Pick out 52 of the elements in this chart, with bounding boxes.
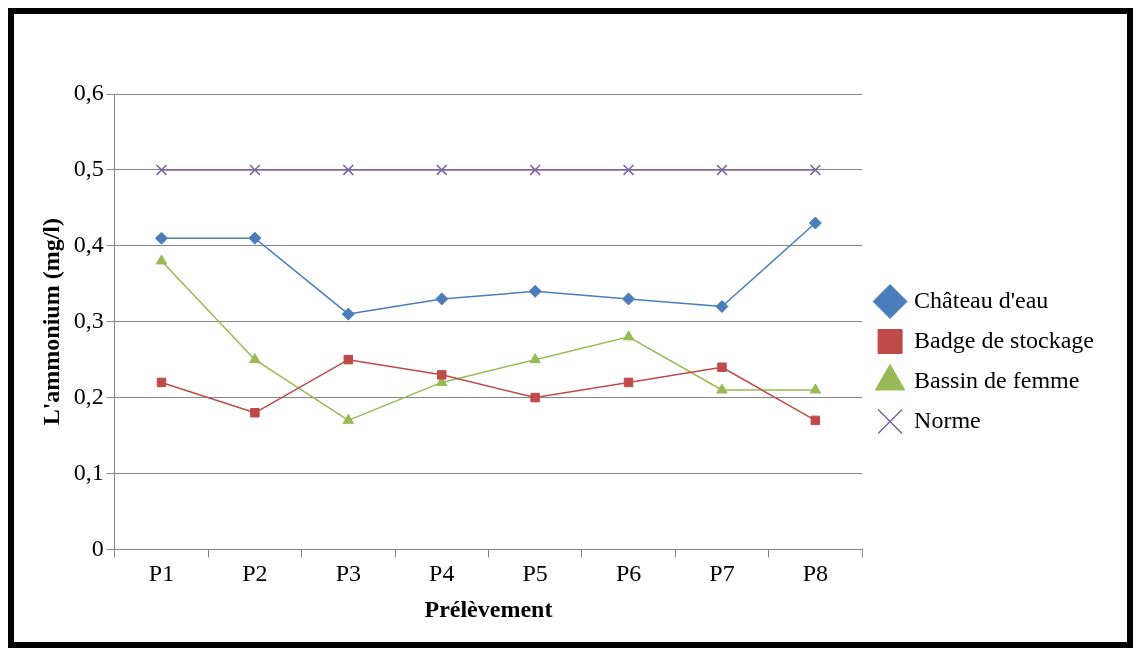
point <box>715 300 729 314</box>
x-axis-title: Prélèvement <box>424 595 553 622</box>
point <box>248 231 262 245</box>
y-tick-label: 0,4 <box>73 231 104 258</box>
y-tick-label: 0,2 <box>73 382 104 409</box>
x-tick-label: P6 <box>615 560 642 587</box>
y-tick-label: 0,6 <box>73 79 104 106</box>
x-tick-label: P3 <box>335 560 361 587</box>
legend-label: Norme <box>914 406 981 433</box>
point <box>343 354 354 365</box>
x-tick-label: P1 <box>148 560 175 587</box>
x-tick-label: P2 <box>242 560 268 587</box>
point <box>623 377 634 388</box>
point <box>342 164 355 176</box>
point <box>435 292 449 306</box>
point <box>717 362 727 372</box>
point <box>341 307 355 321</box>
point <box>810 415 821 426</box>
point <box>529 353 541 364</box>
y-tick-label: 0,1 <box>73 458 104 485</box>
x-tick-label: P5 <box>522 560 548 587</box>
point <box>155 164 168 176</box>
point <box>436 164 448 176</box>
point <box>249 353 261 364</box>
legend-label: Badge de stockage <box>914 326 1095 353</box>
y-tick-label: 0 <box>91 534 104 561</box>
point <box>809 383 822 394</box>
point <box>156 377 167 388</box>
point <box>530 392 540 403</box>
y-tick-label: 0,5 <box>73 155 104 182</box>
point <box>716 383 728 394</box>
point <box>622 330 635 341</box>
legend-label: Château d'eau <box>914 286 1049 313</box>
point <box>155 254 168 265</box>
x-tick-label: P7 <box>709 560 735 587</box>
y-axis-title: L'ammonium (mg/l) <box>37 218 64 426</box>
point <box>808 216 822 230</box>
point <box>622 164 635 176</box>
point <box>342 413 355 424</box>
point <box>436 370 447 380</box>
point <box>809 164 822 176</box>
point <box>250 408 260 418</box>
x-tick-label: P8 <box>802 560 829 587</box>
point <box>155 231 168 245</box>
point <box>528 284 542 298</box>
point <box>249 164 261 176</box>
x-tick-label: P4 <box>429 560 455 587</box>
point <box>529 164 541 176</box>
y-tick-label: 0,3 <box>73 307 104 333</box>
legend-label: Bassin de femme <box>914 366 1080 393</box>
point <box>716 164 728 176</box>
point <box>622 292 636 306</box>
